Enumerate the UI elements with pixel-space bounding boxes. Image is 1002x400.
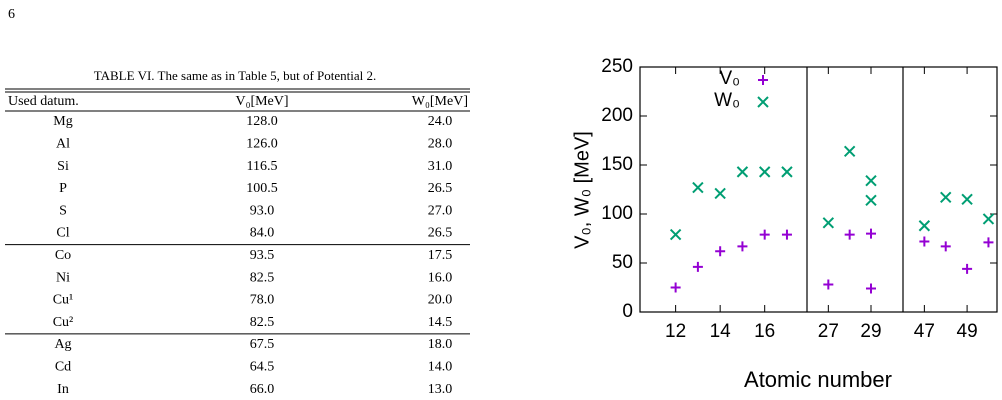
x-tick-label: 16	[754, 321, 775, 342]
table-cell: 82.5	[250, 315, 275, 330]
table-cell: 100.5	[246, 181, 278, 196]
data-point	[843, 145, 856, 157]
plot-frame	[639, 66, 998, 313]
x-tick-label: 29	[860, 321, 881, 342]
table-cell: Al	[56, 137, 70, 152]
table-cell: Cu²	[53, 315, 74, 330]
table-cell: 27.0	[428, 203, 453, 218]
table-cell: 64.5	[250, 360, 275, 375]
data-point	[982, 213, 995, 225]
data-point	[692, 261, 703, 272]
data-point	[919, 236, 930, 247]
x-tick-label: 47	[914, 321, 935, 342]
table-cell: 24.0	[428, 114, 453, 129]
data-point	[759, 229, 770, 240]
data-point	[940, 241, 951, 252]
table-header: V₀[MeV]	[235, 94, 288, 109]
table-header: Used datum.	[8, 94, 79, 109]
table-cell: 126.0	[246, 137, 278, 152]
data-point	[822, 217, 835, 229]
table-cell: 82.5	[250, 270, 275, 285]
table-cell: In	[57, 382, 69, 397]
y-tick-label: 150	[601, 154, 633, 175]
page-number: 6	[8, 7, 15, 22]
y-tick-label: 200	[601, 105, 633, 126]
data-point	[918, 220, 931, 232]
table-cell: 93.5	[250, 248, 275, 263]
table-cell: 67.5	[250, 337, 275, 352]
data-point	[758, 166, 771, 178]
y-tick-label: 100	[601, 203, 633, 224]
data-point	[961, 193, 973, 206]
data-point	[737, 241, 748, 252]
data-point	[940, 191, 952, 204]
data-point	[692, 181, 704, 194]
table-cell: 66.0	[250, 382, 275, 397]
table-cell: 17.5	[428, 248, 453, 263]
data-point	[670, 282, 681, 293]
data-point	[962, 263, 973, 274]
table-cell: 20.0	[428, 293, 453, 308]
data-point	[781, 166, 793, 178]
table-cell: Cd	[55, 360, 71, 375]
x-tick-label: 14	[710, 321, 732, 342]
table-cell: P	[59, 181, 67, 196]
x-tick-label: 12	[665, 321, 686, 342]
data-point	[714, 187, 726, 200]
table-cell: 14.5	[428, 315, 453, 330]
table-cell: 116.5	[247, 159, 278, 174]
table-cell: 84.0	[250, 226, 275, 241]
x-tick-label: 49	[957, 321, 978, 342]
table-cell: Mg	[53, 114, 72, 129]
legend-label: V₀	[719, 68, 740, 89]
data-point	[844, 229, 855, 240]
data-point	[715, 246, 726, 257]
table-cell: 93.0	[250, 203, 275, 218]
table-cell: 28.0	[428, 137, 453, 152]
data-point	[865, 194, 877, 206]
table-cell: S	[59, 203, 67, 218]
data-point	[865, 174, 877, 187]
data-point	[866, 228, 876, 239]
legend-marker	[758, 75, 768, 85]
data-point	[823, 279, 834, 290]
table-cell: Ni	[56, 270, 70, 285]
x-axis-label: Atomic number	[744, 367, 892, 392]
table-cell: 26.5	[428, 181, 453, 196]
data-point	[983, 237, 994, 248]
y-tick-label: 0	[622, 301, 633, 322]
table-header: W₀[MeV]	[412, 94, 468, 109]
legend-label: W₀	[714, 90, 740, 111]
table-cell: Ag	[54, 337, 71, 352]
table-cell: 128.0	[246, 114, 278, 129]
y-tick-label: 250	[601, 56, 633, 77]
table-cell: 78.0	[250, 293, 275, 308]
table-cell: Co	[55, 248, 71, 263]
table-cell: 14.0	[428, 360, 453, 375]
data-point	[866, 283, 876, 294]
data-point	[736, 166, 749, 178]
table-cell: 13.0	[428, 382, 453, 397]
y-axis-label: V₀, W₀ [MeV]	[571, 131, 593, 249]
table-caption: TABLE VI. The same as in Table 5, but of…	[94, 68, 377, 83]
table-cell: Cu¹	[53, 293, 74, 308]
data-point	[669, 228, 682, 241]
table-cell: 16.0	[428, 270, 453, 285]
legend-marker	[757, 96, 769, 108]
y-tick-label: 50	[612, 252, 633, 273]
table-cell: Cl	[56, 226, 69, 241]
table-cell: 18.0	[428, 337, 453, 352]
table-cell: 26.5	[428, 226, 453, 241]
table-cell: Si	[57, 159, 69, 174]
data-point	[781, 229, 792, 240]
table-cell: 31.0	[428, 159, 453, 174]
x-tick-label: 27	[818, 321, 839, 342]
